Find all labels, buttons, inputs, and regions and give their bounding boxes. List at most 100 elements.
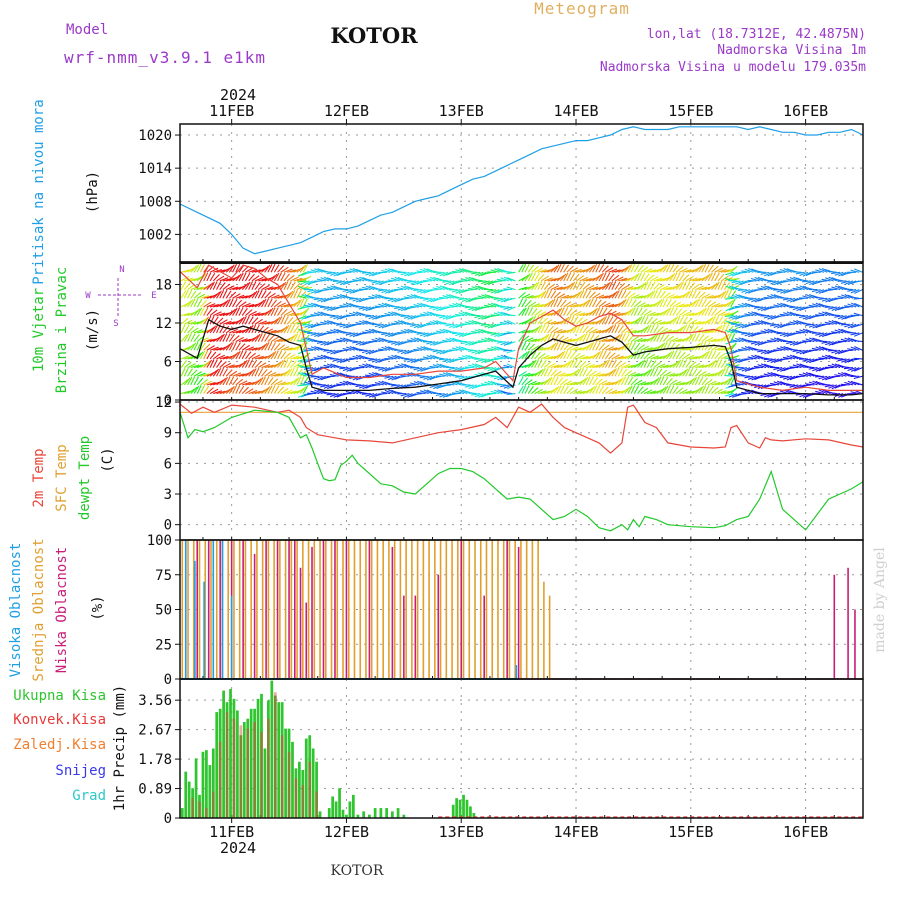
wind-arrow <box>614 324 620 334</box>
wind-arrow <box>452 303 461 308</box>
wind-arrow <box>261 298 267 308</box>
wind-arrow <box>727 368 733 377</box>
wind-arrow <box>576 269 586 273</box>
mid-cloud-bar <box>376 540 379 679</box>
wind-arrow <box>738 367 747 371</box>
mid-cloud-bar <box>307 540 310 679</box>
wind-arrow <box>394 384 404 389</box>
precip-total-bar <box>385 808 388 818</box>
wind-arrow <box>480 306 490 309</box>
wind-arrow <box>506 331 516 334</box>
wind-arrow <box>847 303 857 308</box>
wind-arrow <box>518 329 528 334</box>
wind-arrow <box>694 298 701 308</box>
wind-arrow <box>209 267 219 273</box>
wind-arrow <box>714 346 724 351</box>
wind-arrow <box>212 353 221 360</box>
wind-arrow <box>420 289 429 294</box>
y-tick-label: 0 <box>164 811 172 827</box>
wind-arrow <box>183 300 192 308</box>
wind-arrow <box>556 293 566 299</box>
lonlat-label: lon,lat (18.7312E, 42.4875N) <box>647 27 866 42</box>
wind-arrow <box>843 305 853 308</box>
wind-arrow <box>219 355 229 360</box>
wind-arrow <box>763 373 773 377</box>
wind-arrow <box>688 282 696 290</box>
wind-arrow <box>442 358 452 363</box>
compass-cross <box>98 278 143 318</box>
wind-arrow <box>381 346 391 351</box>
wind-arrow <box>449 280 458 286</box>
wind-arrow <box>531 303 541 308</box>
precip-total-bar <box>327 808 331 818</box>
wind-arrow <box>197 330 207 334</box>
wind-arrow <box>821 375 831 381</box>
wind-arrow <box>725 329 735 334</box>
wind-arrow <box>640 303 650 308</box>
precip-total-bar <box>331 796 335 818</box>
wind-arrow <box>374 367 384 369</box>
wind-arrow <box>725 349 735 355</box>
precip-total-bar <box>294 768 298 818</box>
wind-arrow <box>524 373 534 377</box>
wind-arrow <box>212 368 220 377</box>
wind-arrow <box>235 273 242 282</box>
wind-arrow <box>698 385 704 394</box>
wind-arrow <box>770 382 780 386</box>
wind-arrow <box>336 358 346 363</box>
wind-arrow <box>245 370 253 377</box>
wind-arrow <box>602 381 611 386</box>
wind-arrow <box>212 324 219 334</box>
wind-arrow <box>627 292 636 299</box>
cloud-unit: (%) <box>90 595 106 620</box>
wind-arrow <box>605 266 614 273</box>
wind-arrow <box>286 359 293 368</box>
wind-arrow <box>416 375 426 377</box>
wind-arrow <box>669 337 679 343</box>
wind-arrow <box>537 359 543 368</box>
wind-arrow <box>534 304 544 308</box>
wind-arrow <box>352 383 362 386</box>
wind-arrow <box>720 281 726 290</box>
wind-arrow <box>381 289 391 294</box>
wind-arrow <box>821 311 831 317</box>
wind-arrow <box>827 349 837 352</box>
wind-arrow <box>310 390 320 395</box>
mid-cloud-bar <box>456 540 459 679</box>
wind-arrow <box>422 323 432 327</box>
wind-arrow <box>695 386 703 394</box>
wind-arrow <box>643 273 650 282</box>
wind-arrow <box>320 354 330 360</box>
wind-arrow <box>809 337 818 343</box>
wind-arrow <box>731 339 741 343</box>
wind-arrow <box>763 315 773 319</box>
y-tick-label: 12 <box>155 316 172 332</box>
mid-cloud-bar <box>382 540 384 679</box>
wind-arrow <box>569 272 576 282</box>
wind-arrow <box>559 385 565 394</box>
precip-total-bar <box>242 722 246 818</box>
wind-arrow <box>598 380 608 386</box>
wind-arrow <box>665 385 671 394</box>
wind-arrow <box>183 367 189 377</box>
wind-arrow <box>187 299 194 308</box>
wind-arrow <box>770 294 780 299</box>
wind-arrow <box>605 326 613 334</box>
wind-arrow <box>656 376 662 386</box>
wind-arrow <box>416 367 426 372</box>
precip-total-bar <box>402 814 406 818</box>
wind-arrow <box>669 264 675 273</box>
wind-arrow <box>669 307 674 316</box>
wind-arrow <box>270 273 278 282</box>
wind-arrow <box>543 289 549 299</box>
wind-arrow <box>717 390 727 395</box>
wind-arrow <box>553 333 560 342</box>
wind-arrow <box>400 363 410 369</box>
wind-arrow <box>802 358 812 362</box>
wind-arrow <box>299 376 305 386</box>
wind-arrow <box>704 307 710 316</box>
wind-arrow <box>723 377 731 386</box>
wind-arrow <box>795 349 805 354</box>
wind-arrow <box>688 319 698 325</box>
wind-arrow <box>633 342 641 351</box>
